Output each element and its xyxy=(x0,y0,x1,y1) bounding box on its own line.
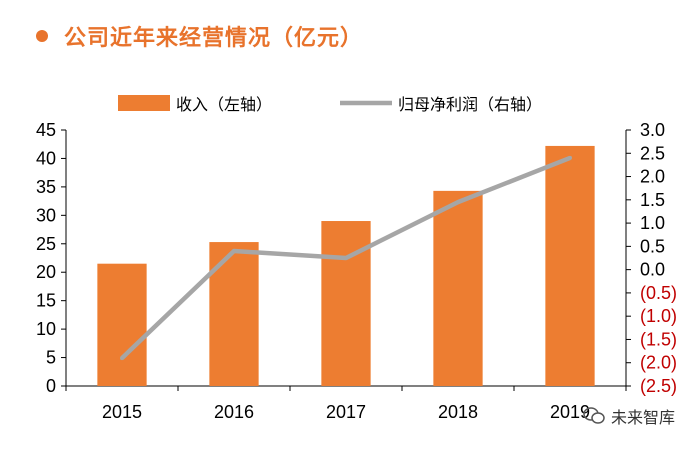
revenue-bar xyxy=(97,263,147,386)
watermark-text: 未来智库 xyxy=(611,408,676,427)
right-tick-label: 3.0 xyxy=(640,120,665,140)
chart-title-row: 公司近年来经营情况（亿元） xyxy=(36,22,364,51)
legend-bar-swatch xyxy=(118,95,170,111)
x-tick-label: 2017 xyxy=(326,402,366,422)
title-bullet-icon xyxy=(36,30,48,42)
revenue-bar xyxy=(433,190,483,386)
x-tick-label: 2015 xyxy=(102,402,142,422)
right-tick-label: 2.5 xyxy=(640,143,665,163)
net-profit-point xyxy=(568,155,572,160)
right-tick-label: (1.5) xyxy=(640,329,677,349)
x-tick-label: 2019 xyxy=(550,402,590,422)
x-tick-label: 2016 xyxy=(214,402,254,422)
left-tick-label: 20 xyxy=(36,262,56,282)
left-tick-label: 5 xyxy=(46,348,56,368)
right-tick-label: 1.0 xyxy=(640,213,665,233)
right-tick-label: (0.5) xyxy=(640,283,677,303)
right-tick-label: 1.5 xyxy=(640,190,665,210)
chart-title: 公司近年来经营情况（亿元） xyxy=(64,26,364,51)
right-tick-label: 0.5 xyxy=(640,236,665,256)
legend-bar-label: 收入（左轴） xyxy=(176,95,272,114)
net-profit-point xyxy=(456,200,460,205)
revenue-bar xyxy=(209,242,259,386)
right-tick-label: (2.5) xyxy=(640,376,677,396)
legend-line-label: 归母净利润（右轴） xyxy=(398,95,542,114)
wechat-icon xyxy=(583,407,605,424)
left-tick-label: 10 xyxy=(36,319,56,339)
net-profit-point xyxy=(120,356,124,361)
left-tick-label: 35 xyxy=(36,177,56,197)
left-tick-label: 40 xyxy=(36,148,56,168)
left-tick-label: 0 xyxy=(46,376,56,396)
right-tick-label: 0.0 xyxy=(640,260,665,280)
x-tick-label: 2018 xyxy=(438,402,478,422)
revenue-bar xyxy=(321,221,371,386)
revenue-bar xyxy=(545,145,595,386)
left-tick-label: 15 xyxy=(36,291,56,311)
left-tick-label: 45 xyxy=(36,120,56,140)
net-profit-point xyxy=(344,256,348,260)
right-tick-label: (2.0) xyxy=(640,353,677,373)
watermark: 未来智库 xyxy=(583,404,675,428)
right-tick-label: 2.0 xyxy=(640,167,665,187)
left-tick-label: 30 xyxy=(36,205,56,225)
right-tick-label: (1.0) xyxy=(640,306,677,326)
left-tick-label: 25 xyxy=(36,234,56,254)
net-profit-point xyxy=(232,249,236,254)
